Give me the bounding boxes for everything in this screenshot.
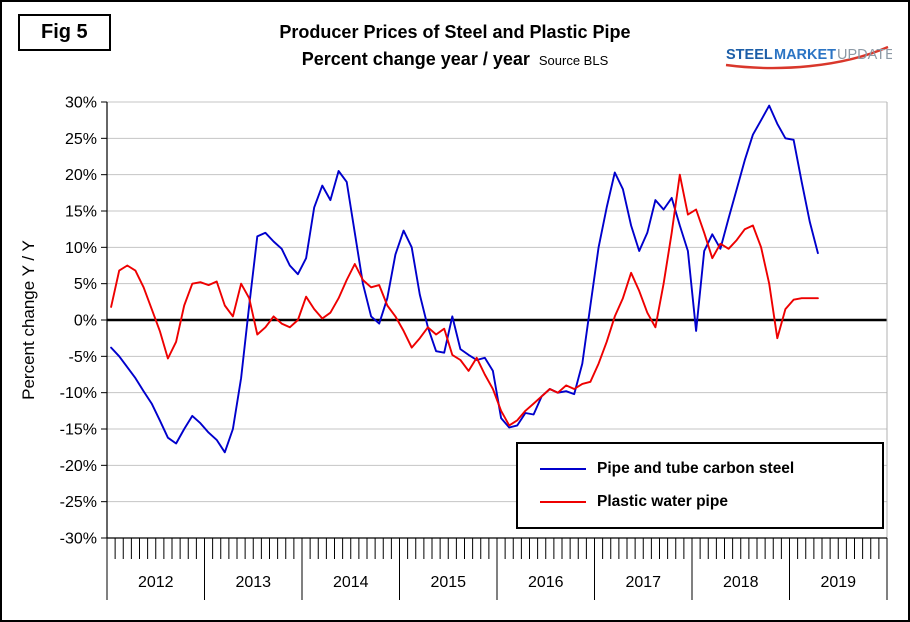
svg-text:5%: 5% (74, 276, 97, 293)
chart-source-label: Source BLS (538, 53, 609, 68)
logo-word-market: MARKET (774, 47, 836, 63)
legend: Pipe and tube carbon steel Plastic water… (516, 442, 884, 529)
logo-swoosh-icon (725, 45, 889, 70)
figure-number-box: Fig 5 (18, 14, 111, 51)
svg-text:25%: 25% (65, 131, 97, 148)
svg-text:20%: 20% (65, 167, 97, 184)
svg-text:2015: 2015 (430, 574, 466, 591)
chart-title: Producer Prices of Steel and Plastic Pip… (279, 22, 631, 42)
legend-label-plastic-pipe: Plastic water pipe (597, 493, 728, 511)
legend-line-sample-blue (540, 467, 586, 470)
svg-text:2018: 2018 (723, 574, 759, 591)
svg-text:2017: 2017 (625, 574, 661, 591)
svg-text:2019: 2019 (820, 574, 856, 591)
svg-text:0%: 0% (74, 313, 97, 330)
legend-item-carbon-steel: Pipe and tube carbon steel (540, 460, 882, 478)
svg-text:2014: 2014 (333, 574, 369, 591)
svg-text:-20%: -20% (60, 458, 97, 475)
svg-text:2013: 2013 (235, 574, 271, 591)
svg-text:-10%: -10% (60, 385, 97, 402)
svg-text:-30%: -30% (60, 531, 97, 548)
legend-item-plastic-pipe: Plastic water pipe (540, 493, 882, 511)
svg-text:15%: 15% (65, 204, 97, 221)
figure-number-label: Fig 5 (41, 21, 88, 43)
svg-text:-25%: -25% (60, 494, 97, 511)
svg-text:10%: 10% (65, 240, 97, 257)
chart-subtitle: Percent change year / year Source BLS (2, 49, 908, 70)
svg-text:2012: 2012 (138, 574, 174, 591)
svg-text:-5%: -5% (69, 349, 97, 366)
logo-word-steel: STEEL (726, 47, 773, 63)
y-axis-title: Percent change Y / Y (19, 240, 38, 400)
chart-subtitle-text: Percent change year / year (301, 49, 530, 69)
steel-market-update-logo: STEEL MARKET UPDATE (725, 45, 892, 70)
svg-text:30%: 30% (65, 95, 97, 112)
legend-label-carbon-steel: Pipe and tube carbon steel (597, 459, 795, 477)
legend-line-sample-red (540, 501, 586, 504)
logo-word-update: UPDATE (837, 47, 892, 63)
svg-text:-15%: -15% (60, 422, 97, 439)
svg-text:2016: 2016 (528, 574, 564, 591)
